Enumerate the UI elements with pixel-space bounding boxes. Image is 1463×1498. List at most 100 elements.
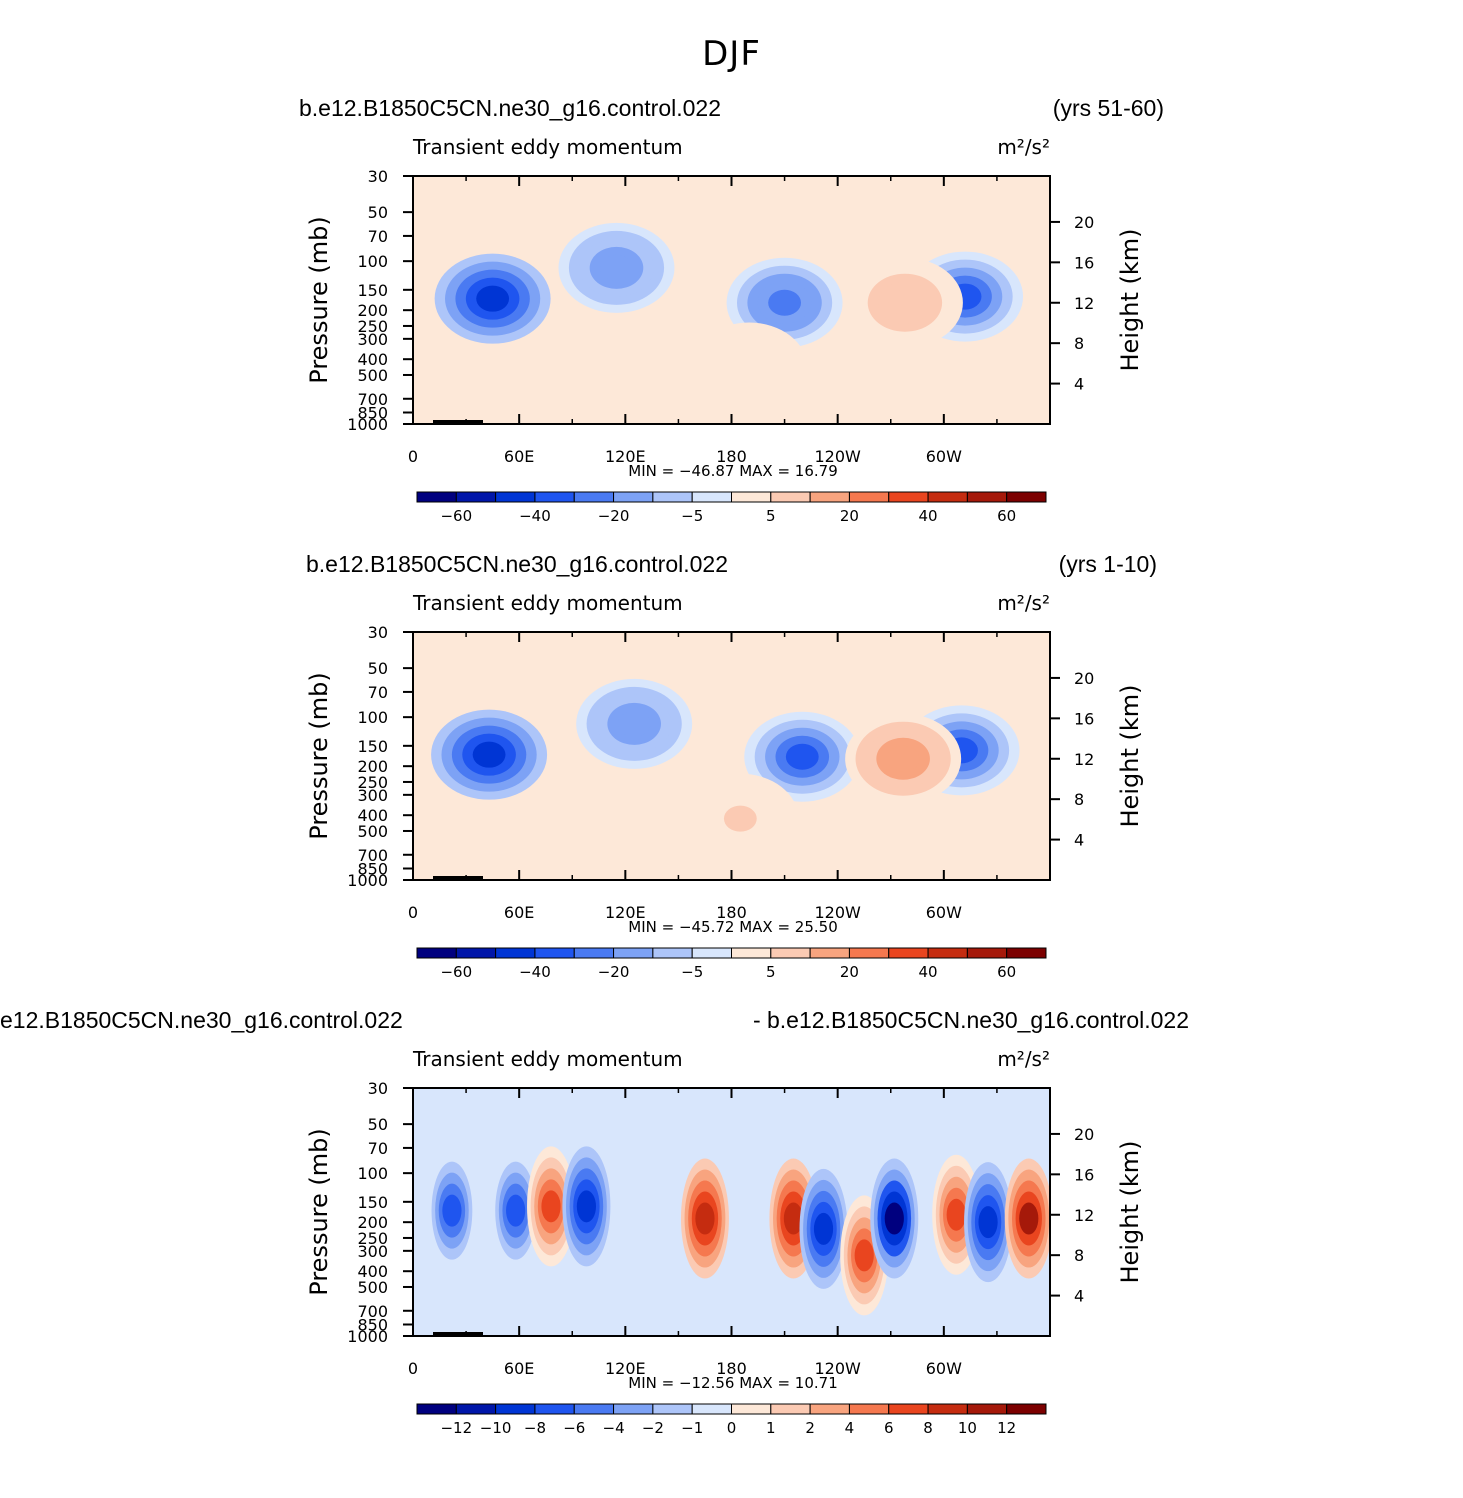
colorbar-swatch xyxy=(534,491,575,503)
colorbar-swatch xyxy=(534,947,575,959)
colorbar-label: 2 xyxy=(805,1419,815,1437)
y-tick-label: 500 xyxy=(357,366,388,385)
colorbar-swatch xyxy=(927,947,968,959)
colorbar-swatch xyxy=(455,1403,497,1415)
contour-feature-2-level-1 xyxy=(600,254,633,281)
y-right-tick-label: 8 xyxy=(1074,1246,1084,1265)
contour-feature-1-level-1 xyxy=(472,741,506,768)
contour-field xyxy=(431,678,1020,864)
colorbar-label: −5 xyxy=(681,963,703,981)
colorbar-swatch xyxy=(731,1403,772,1415)
colorbar-swatch xyxy=(652,1403,693,1415)
colorbar-swatch xyxy=(809,947,850,959)
y-tick-label: 200 xyxy=(357,301,388,320)
colorbar-swatch xyxy=(848,491,890,503)
y-right-axis-label: Height (km) xyxy=(1116,1141,1144,1284)
y-axis-label: Pressure (mb) xyxy=(305,1128,333,1295)
y-tick-label: 250 xyxy=(357,773,388,792)
colorbar-swatch xyxy=(888,1403,929,1415)
x-tick-label: 180 xyxy=(716,903,747,922)
y-right-tick-label: 4 xyxy=(1074,1287,1084,1306)
y-tick-label: 700 xyxy=(357,846,388,865)
panel-subtitle: Transient eddy momentum xyxy=(412,1047,683,1071)
y-tick-label: 50 xyxy=(368,1115,388,1134)
colorbar-label: −1 xyxy=(681,1419,703,1437)
x-tick-label: 60E xyxy=(504,903,534,922)
figure-title: DJF xyxy=(702,34,761,74)
y-right-tick-label: 4 xyxy=(1074,831,1084,850)
colorbar-swatch xyxy=(455,947,497,959)
y-tick-label: 70 xyxy=(368,227,388,246)
panel-1: Transient eddy momentum m²/s² 0 60E 120E 180 1… xyxy=(0,130,1463,586)
contour-feature-7-level-1 xyxy=(813,1212,834,1245)
colorbar-swatch xyxy=(613,491,654,503)
y-tick-label: 70 xyxy=(368,683,388,702)
contour-feature-2-level-1 xyxy=(617,710,651,737)
colorbar-swatch xyxy=(416,1403,457,1415)
contour-feature-2-level-1 xyxy=(506,1194,526,1227)
y-right-axis-label: Height (km) xyxy=(1116,685,1144,828)
y-tick-label: 850 xyxy=(357,860,388,879)
panel-2-case-left: b.e12.B1850C5CN.ne30_g16.control.022 xyxy=(306,551,728,577)
colorbar-label: 8 xyxy=(923,1419,933,1437)
colorbar-label: −5 xyxy=(681,507,703,525)
contour-feature-12-level-1 xyxy=(1019,1202,1039,1235)
y-tick-label: 70 xyxy=(368,1139,388,1158)
colorbar-swatch xyxy=(573,947,615,959)
x-tick-label: 60W xyxy=(926,447,962,466)
y-right-tick-label: 16 xyxy=(1074,709,1094,728)
colorbar-label: 6 xyxy=(884,1419,894,1437)
colorbar-swatch xyxy=(888,491,929,503)
y-tick-label: 500 xyxy=(357,822,388,841)
y-tick-label: 30 xyxy=(368,623,388,642)
y-right-tick-label: 4 xyxy=(1074,375,1084,394)
panel-2-case-right: (yrs 1-10) xyxy=(1058,551,1157,577)
contour-feature-10-level-1 xyxy=(946,1198,966,1231)
panel-units: m²/s² xyxy=(997,135,1050,159)
colorbar-swatch xyxy=(534,1403,575,1415)
y-tick-label: 100 xyxy=(357,1164,388,1183)
panel-1-case-right: (yrs 51-60) xyxy=(1052,95,1164,121)
y-tick-label: 50 xyxy=(368,659,388,678)
colorbar-swatch xyxy=(927,1403,968,1415)
topography-mark xyxy=(433,420,483,424)
colorbar-label: −2 xyxy=(642,1419,664,1437)
panel-1-case-left: b.e12.B1850C5CN.ne30_g16.control.022 xyxy=(299,95,721,121)
colorbar-label: 1 xyxy=(766,1419,776,1437)
panel-units: m²/s² xyxy=(997,1047,1050,1071)
colorbar-label: −60 xyxy=(440,963,472,981)
contour-feature-5-level-1 xyxy=(695,1202,715,1235)
y-tick-label: 400 xyxy=(357,806,388,825)
x-tick-label: 120E xyxy=(605,903,646,922)
colorbar-swatch xyxy=(455,491,497,503)
y-right-tick-label: 12 xyxy=(1074,1206,1094,1225)
x-tick-label: 120W xyxy=(814,447,861,466)
panel-2: Transient eddy momentum m²/s² 0 60E 120E 180 1… xyxy=(0,586,1463,1042)
y-tick-label: 1000 xyxy=(347,1327,388,1346)
x-tick-label: 0 xyxy=(408,447,418,466)
colorbar-label: 5 xyxy=(766,507,776,525)
y-tick-label: 400 xyxy=(357,1262,388,1281)
colorbar-label: −40 xyxy=(519,507,551,525)
y-right-tick-label: 16 xyxy=(1074,1165,1094,1184)
colorbar-label: 60 xyxy=(997,507,1016,525)
colorbar-label: −60 xyxy=(440,507,472,525)
x-tick-label: 60W xyxy=(926,903,962,922)
colorbar-swatch xyxy=(613,947,654,959)
x-tick-label: 60E xyxy=(504,1359,534,1378)
colorbar-swatch xyxy=(652,947,693,959)
colorbar-label: 20 xyxy=(840,507,859,525)
panel-subtitle: Transient eddy momentum xyxy=(412,591,683,615)
colorbar-swatch xyxy=(1006,491,1047,503)
y-tick-label: 700 xyxy=(357,390,388,409)
colorbar-label: 5 xyxy=(766,963,776,981)
y-tick-label: 150 xyxy=(357,281,388,300)
contour-feature-8-level-1 xyxy=(854,1239,874,1272)
y-tick-label: 300 xyxy=(357,330,388,349)
y-tick-label: 400 xyxy=(357,350,388,369)
colorbar-label: 10 xyxy=(958,1419,977,1437)
contour-feature-6-level-1 xyxy=(783,1202,804,1235)
y-tick-label: 200 xyxy=(357,757,388,776)
colorbar-label: 20 xyxy=(840,963,859,981)
panel-3: Transient eddy momentum m²/s² 0 60E 120E 180 1… xyxy=(0,1042,1463,1498)
